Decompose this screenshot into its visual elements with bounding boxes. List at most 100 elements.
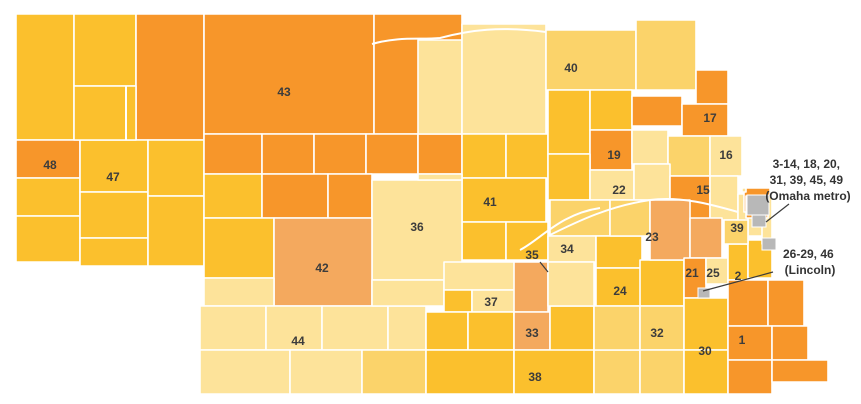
county-district-47: [79, 139, 149, 193]
district-label-41: 41: [483, 195, 497, 209]
county-district-32: [639, 349, 685, 395]
omaha-metro-callout: 3-14, 18, 20, 31, 39, 45, 49 (Omaha metr…: [765, 157, 850, 203]
county-district-41: [505, 133, 549, 179]
county-district-40: [417, 39, 463, 135]
district-label-38: 38: [528, 370, 542, 384]
county-district-1: [771, 325, 809, 361]
district-labels: 43 40 17 16 19 48 47 22 15 41 36 39 23 35 34 42 21 25 2 24 3…: [43, 61, 745, 384]
county-district-43: [135, 13, 205, 141]
county-district-41: [461, 221, 507, 261]
county-district-48: [15, 13, 75, 141]
county-district-40: [545, 29, 637, 91]
district-label-30: 30: [698, 344, 712, 358]
omaha-callout-line-3: (Omaha metro): [765, 189, 850, 203]
county-district-15: [709, 175, 739, 221]
river-border-1: [371, 28, 547, 45]
county-district-16: [709, 135, 743, 177]
county-district-24: [595, 267, 643, 307]
county-district-47: [79, 191, 149, 239]
county-district-47: [147, 139, 205, 197]
callout-leader-lines: [539, 203, 790, 292]
county-district-43: [203, 173, 263, 219]
county-district-43: [417, 133, 463, 175]
county-district-43: [261, 133, 315, 175]
county-district-1: [727, 279, 769, 327]
county-district-36: [417, 173, 463, 181]
county-district-35: [513, 261, 549, 313]
district-label-40: 40: [564, 61, 578, 75]
district-label-1: 1: [739, 333, 746, 347]
county-district-48: [15, 215, 81, 263]
county-district-39: [723, 219, 749, 245]
lincoln-callout-line-2: (Lincoln): [785, 263, 836, 277]
county-district-43: [203, 133, 263, 175]
county-district-23: [689, 217, 723, 259]
district-label-21: 21: [685, 266, 699, 280]
district-35-leader-line: [539, 261, 549, 273]
district-label-15: 15: [696, 183, 710, 197]
county-district-24: [595, 235, 643, 269]
omaha-metro-area: [751, 214, 767, 228]
district-label-32: 32: [650, 326, 664, 340]
district-outlines: [125, 28, 739, 251]
county-district-44: [199, 349, 291, 395]
county-district-42: [273, 217, 373, 307]
county-district-34: [547, 235, 597, 263]
county-district-41: [461, 177, 547, 223]
omaha-metro-area: [761, 237, 777, 251]
omaha-callout-line-2: 31, 39, 45, 49: [770, 173, 844, 187]
district-label-33: 33: [525, 326, 539, 340]
county-district-44: [361, 349, 427, 395]
district-label-44: 44: [291, 334, 305, 348]
county-district-30: [683, 297, 729, 351]
county-district-47: [79, 237, 149, 267]
county-district-38: [425, 349, 515, 395]
lincoln-leader-line: [702, 271, 774, 292]
district-label-25: 25: [706, 266, 720, 280]
county-district-44: [203, 217, 275, 279]
county-district-40: [461, 23, 547, 135]
county-district-47: [147, 195, 205, 267]
omaha-callout-line-1: 3-14, 18, 20,: [773, 157, 840, 171]
county-district-23: [649, 199, 691, 261]
county-district-48: [15, 177, 81, 217]
county-district-37: [443, 289, 473, 313]
district-label-24: 24: [613, 284, 627, 298]
county-district-43: [203, 13, 375, 135]
county-district-44: [199, 305, 267, 351]
district-label-16: 16: [719, 148, 733, 162]
river-border-2: [547, 197, 739, 237]
district-label-23: 23: [645, 230, 659, 244]
county-district-40: [589, 89, 633, 131]
county-district-32: [593, 305, 641, 351]
county-district-40: [635, 19, 697, 91]
county-district-19: [631, 129, 669, 165]
county-district-38: [467, 311, 515, 351]
county-district-15: [741, 187, 747, 193]
district-label-37: 37: [484, 295, 498, 309]
county-district-1: [727, 359, 773, 395]
county-district-23: [609, 199, 651, 237]
county-district-44: [203, 277, 275, 307]
county-district-22: [633, 163, 671, 201]
county-district-43: [261, 173, 329, 219]
county-district-43: [365, 133, 419, 175]
district-label-47: 47: [106, 170, 120, 184]
county-district-32: [639, 305, 685, 351]
county-district-40: [547, 89, 591, 155]
district-label-17: 17: [703, 111, 717, 125]
county-district-44: [321, 305, 389, 351]
district-label-43: 43: [277, 85, 291, 99]
district-label-19: 19: [607, 148, 621, 162]
county-district-17: [695, 69, 729, 105]
river-border-3: [519, 207, 601, 251]
county-district-43: [313, 133, 367, 175]
county-district-34: [547, 261, 595, 307]
county-district-33: [549, 305, 595, 355]
omaha-leader-line: [765, 203, 790, 223]
district-label-48: 48: [43, 158, 57, 172]
county-district-22: [547, 153, 591, 201]
district-label-42: 42: [315, 261, 329, 275]
county-district-47: [73, 13, 137, 87]
